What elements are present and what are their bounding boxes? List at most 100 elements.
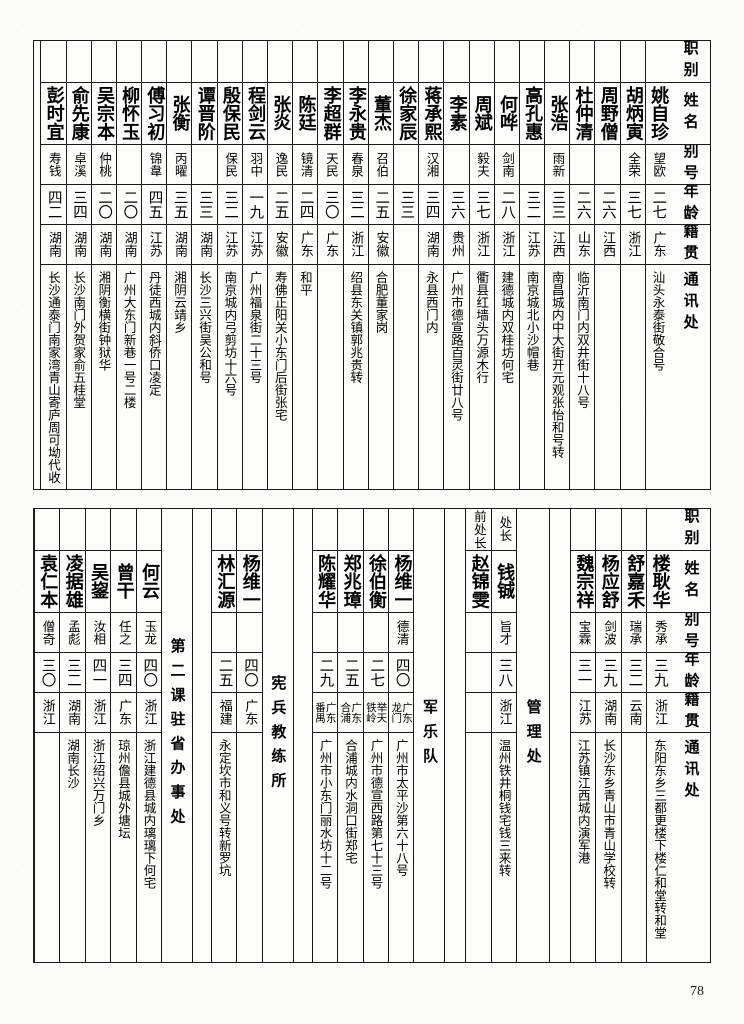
- alias-text: 雨新: [550, 151, 566, 178]
- roster-entry-column[interactable]: 何哗 剑南 二八 浙江 建德城内双桂坊何宅: [493, 41, 519, 489]
- roster-entry-column[interactable]: 吴宗本 仲桃 二〇 湖南 湘阴衡横街钟狱华: [90, 41, 116, 489]
- roster-entry-column[interactable]: 徐家辰 三三: [392, 41, 419, 489]
- roster-entry-column[interactable]: 徐伯衡 二七 举天 铁岭 广州市德宣西路第七十三号: [362, 509, 389, 962]
- cell-origin: [466, 693, 491, 733]
- roster-entry-column[interactable]: 郑兆璋 二五 广东 合浦 合浦城内水洞口街郑宅: [337, 509, 363, 962]
- cell-age: [466, 653, 491, 693]
- roster-entry-column[interactable]: 俞先康 卓溪 三四 湖南 长沙南门外贺家俞五桂堂: [65, 41, 91, 489]
- origin-text: 浙江: [474, 231, 490, 258]
- cell-role: [142, 41, 167, 83]
- name-text: 袁仁本: [37, 553, 59, 610]
- roster-entry-column[interactable]: 何云 玉龙 四〇 浙江 浙江建德县城内璃璃下何宅: [135, 509, 162, 962]
- roster-entry-column[interactable]: 姚自珍 望欧 二七 广东 汕头永泰街敬合号: [644, 41, 670, 489]
- origin-text: 江苏: [222, 231, 238, 258]
- cell-address: 广州市德宣西路第七十三号: [364, 733, 388, 962]
- cell-origin: 广东 龙门: [389, 693, 414, 733]
- roster-entry-column[interactable]: 胡炳寅 全荣 三七 浙江: [619, 41, 645, 489]
- roster-entry-column[interactable]: 楼耿华 秀承 三九 浙江 东阳东乡三都更楼下楼仁和堂转和堂: [646, 509, 672, 962]
- name-text: 徐家辰: [396, 85, 418, 142]
- cell-address: 江苏镇江西城内演军港: [571, 733, 595, 962]
- roster-entry-column[interactable]: 张炎 逸民 二五 安徽 寿佛正阳关小东门后街张宅: [267, 41, 293, 489]
- roster-entry-column[interactable]: 杨应舒 剑波 三九 湖南 长沙东乡青山市青山学校转: [595, 509, 621, 962]
- age-text: 三二: [524, 189, 541, 220]
- name-text: 杨维一: [391, 553, 413, 610]
- roster-entry-column[interactable]: 陈耀华 二九 广东 番禺 广州市小东门丽水坊十二号: [311, 509, 338, 962]
- roster-entry-column[interactable]: 袁仁本 僧奇 三〇 浙江: [33, 509, 60, 962]
- cell-alias: 玉龙: [136, 613, 162, 653]
- roster-entry-column[interactable]: 张衡 丙曜 三五 湖南 湘阴云靖乡: [166, 41, 192, 489]
- roster-entry-column[interactable]: 舒嘉禾 瑞承 三二 云南: [620, 509, 647, 962]
- cell-age: 三二: [217, 185, 242, 225]
- origin-text: 江苏: [247, 231, 263, 258]
- address-text: 永定坎市和义号转新罗坑: [216, 739, 232, 877]
- roster-entry-column[interactable]: 杨维一 四〇 广东: [236, 509, 262, 962]
- age-text: 三六: [448, 189, 465, 220]
- cell-alias: 锦韋: [142, 145, 167, 185]
- cell-name: 周野僧: [595, 83, 620, 145]
- cell-origin: 浙江: [34, 693, 60, 733]
- roster-entry-column[interactable]: 蒋承熙 汉湘 三四 湖南 永县西门内: [418, 41, 444, 489]
- cell-role: [444, 41, 469, 83]
- age-text: 三九: [600, 657, 617, 688]
- roster-entry-column[interactable]: 张浩 雨新 三三 江西 南昌城内中大街开元观张怡和号转: [544, 41, 570, 489]
- cell-name: 吴宗本: [91, 83, 116, 145]
- age-text: 二七: [368, 657, 385, 688]
- cell-alias: [393, 145, 419, 185]
- roster-entry-column[interactable]: 柳怀玉 二〇 湖南 广州大东门新巷一号二楼: [115, 41, 142, 489]
- cell-address: 浙江建德县城内璃璃下何宅: [137, 733, 161, 962]
- roster-entry-column[interactable]: 杜仲清 二六 山东 临沂南门内双井街十八号: [569, 41, 595, 489]
- alias-text: 汝相: [91, 619, 107, 646]
- roster-entry-column[interactable]: 殷保民 保民 三二 江苏 南京城内弓剪坊十六号: [216, 41, 242, 489]
- roster-entry-column[interactable]: 高孔惠 三二 江苏 南京城北小沙帽巷: [518, 41, 545, 489]
- name-text: 李素: [446, 95, 468, 132]
- cell-age: 二〇: [91, 185, 116, 225]
- name-text: 周野僧: [597, 85, 619, 142]
- roster-entry-column[interactable]: 董杰 召伯 二五 安徽 合肥董家岗: [367, 41, 393, 489]
- address-text: 丹徒西城内斜侨口凌定: [146, 271, 162, 396]
- roster-entry-column[interactable]: 李素 三六 贵州 广州市德宣路百灵街廿八号: [443, 41, 469, 489]
- header-name-cell: 姓名: [671, 551, 710, 613]
- roster-entry-column[interactable]: 李超群 天民 三〇 广东: [317, 41, 343, 489]
- roster-entry-column[interactable]: 李永贵 春泉 三二 浙江 绍县东关镇郭兆贵转: [342, 41, 368, 489]
- roster-entry-column[interactable]: 吴鋆 汝相 四一 浙江 浙江绍兴万门乡: [84, 509, 111, 962]
- cell-name: 楼耿华: [647, 551, 672, 613]
- page-number: 78: [690, 984, 704, 999]
- address-text: 广州市德宣路百灵街廿八号: [449, 271, 465, 421]
- cell-address: 琼州儋县城外塘坛: [111, 733, 135, 962]
- name-text: 张浩: [547, 95, 569, 132]
- address-text: 温州铁井桐钱宅钱三来转: [496, 739, 512, 877]
- origin-text: 湖南: [71, 231, 87, 258]
- roster-entry-column[interactable]: 傅习初 锦韋 四五 江苏 丹徒西城内斜侨口凌定: [141, 41, 167, 489]
- address-text: 广州福泉街二十三号: [247, 271, 263, 384]
- roster-entry-column[interactable]: 彭时宜 寿钱 四二 湖南 长沙通泰门南家湾青山寄庐周可坳代收: [40, 41, 66, 489]
- cell-origin: 广东: [318, 225, 343, 265]
- roster-entry-column[interactable]: 处长 钱铖 旨才 三八 浙江 温州铁井桐钱宅钱三来转: [490, 509, 517, 962]
- cell-role: [419, 41, 444, 83]
- group-label-text: 军乐队: [420, 699, 439, 772]
- address-text: 浙江绍兴万门乡: [90, 739, 106, 827]
- roster-entry-column[interactable]: 杨维一 德清 四〇 广东 龙门 广州市太平沙第六十八号: [388, 509, 414, 962]
- roster-entry-column[interactable]: 周斌 毅夫 三七 浙江 衢县红墙头万源木行: [468, 41, 494, 489]
- header-age-cell: 年龄: [670, 185, 710, 225]
- roster-entry-column[interactable]: 陈廷 镜清 二四 广东 和平: [292, 41, 318, 489]
- name-text: 杨应舒: [598, 553, 620, 610]
- roster-entry-column[interactable]: 凌据雄 孟彪 三二 湖南 湖南长沙: [59, 509, 85, 962]
- roster-entry-column[interactable]: 程剑云 羽中 一九 江苏 广州福泉街二十三号: [241, 41, 267, 489]
- roster-entry-column[interactable]: 谭晋阶 三三 湖南 长沙三兴街吴公和号: [191, 41, 217, 489]
- cell-origin: 广东: [645, 225, 670, 265]
- cell-name: 曾干: [111, 551, 136, 613]
- header-origin-cell: 籍贯: [670, 225, 710, 265]
- cell-name: 魏宗祥: [570, 551, 596, 613]
- roster-entry-column[interactable]: 周野僧 二六 江西: [594, 41, 620, 489]
- cell-role: 处长: [491, 509, 517, 551]
- origin-text: 浙江: [499, 231, 515, 258]
- cell-origin: 湖南: [60, 693, 85, 733]
- roster-entry-column[interactable]: 前处长 赵锦雯: [465, 509, 491, 962]
- origin-text: 福建: [216, 699, 232, 726]
- roster-entry-column[interactable]: 魏宗祥 宝霖 三一 江苏 江苏镇江西城内演军港: [569, 509, 596, 962]
- roster-entry-column[interactable]: 林汇源 二五 福建 永定坎市和义号转新罗坑: [210, 509, 237, 962]
- roster-entry-column[interactable]: 曾干 任之 三四 广东 琼州儋县城外塘坛: [110, 509, 136, 962]
- cell-age: 三二: [519, 185, 545, 225]
- cell-age: 三二: [60, 653, 85, 693]
- alias-text: 剑波: [601, 619, 617, 646]
